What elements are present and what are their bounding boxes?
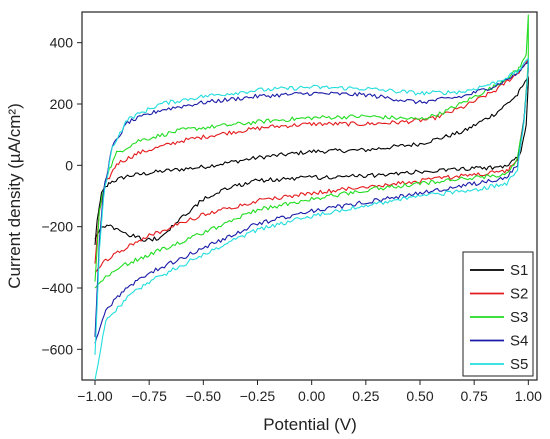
series-line-s5 (94, 57, 529, 381)
series-line-s4 (94, 60, 529, 344)
series-line-s1 (94, 76, 529, 245)
y-tick-label: −400 (41, 280, 73, 296)
x-tick-label: 0.25 (352, 388, 379, 404)
y-tick-label: −600 (41, 341, 73, 357)
y-tick-label: 400 (50, 35, 74, 51)
legend-label-s1: S1 (510, 262, 528, 279)
y-tick-label: 200 (50, 96, 74, 112)
x-tick-label: −0.50 (186, 388, 222, 404)
x-tick-label: 0.00 (298, 388, 325, 404)
x-tick-label: 0.75 (461, 388, 488, 404)
x-tick-label: −0.25 (240, 388, 276, 404)
x-tick-label: −1.00 (77, 388, 113, 404)
legend-label-s2: S2 (510, 286, 528, 303)
legend-label-s4: S4 (510, 333, 528, 350)
axes: −1.00 −0.75 −0.50 −0.25 0.00 0.25 0.50 0.75 1.00… (41, 35, 542, 404)
legend-label-s3: S3 (510, 309, 528, 326)
series-line-s2 (94, 58, 529, 273)
y-tick-label: 0 (65, 157, 73, 173)
plot-frame (81, 11, 538, 381)
y-tick-label: −200 (41, 219, 73, 235)
x-tick-label: 0.50 (406, 388, 433, 404)
y-axis-title: Current density (µA/cm²) (5, 103, 24, 289)
legend: S1 S2 S3 S4 S5 (462, 251, 534, 377)
series-line-s3 (94, 14, 529, 289)
x-tick-label: 1.00 (515, 388, 542, 404)
plot-area (94, 14, 529, 381)
x-tick-label: −0.75 (131, 388, 167, 404)
x-axis-title: Potential (V) (263, 415, 357, 434)
legend-box (462, 251, 534, 377)
legend-label-s5: S5 (510, 356, 528, 373)
